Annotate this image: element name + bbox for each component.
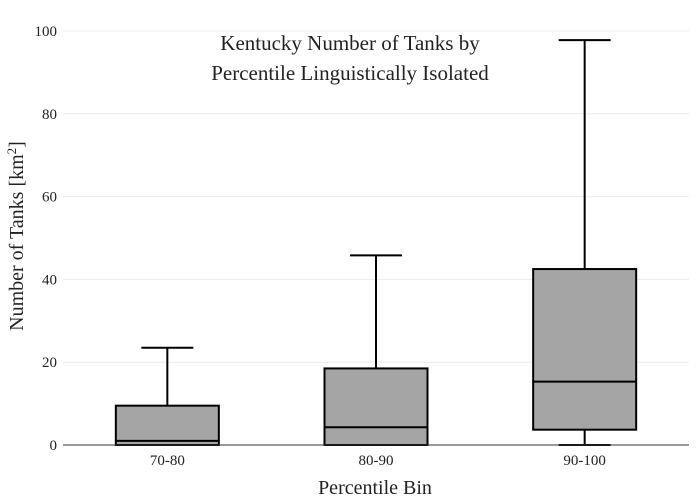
y-tick-label: 80 — [42, 107, 57, 123]
x-tick-label: 90-100 — [563, 453, 606, 469]
y-axis-title-end: ] — [6, 141, 28, 148]
y-axis-title-superscript: 2 — [4, 148, 19, 155]
chart-title-line-2: Percentile Linguistically Isolated — [211, 61, 489, 85]
y-tick-label: 100 — [35, 24, 58, 40]
x-axis-ticks: 70-80 80-90 90-100 — [150, 453, 606, 469]
y-tick-label: 20 — [42, 355, 57, 371]
y-axis-title: Number of Tanks [km2] — [4, 141, 28, 331]
chart-title-line-1: Kentucky Number of Tanks by — [220, 31, 480, 55]
y-axis-ticks: 0 20 40 60 80 100 — [35, 24, 58, 454]
x-tick-label: 80-90 — [359, 453, 394, 469]
box-90-100 — [532, 39, 638, 446]
y-tick-label: 40 — [42, 272, 57, 288]
iqr-box — [114, 404, 220, 447]
box-80-90 — [323, 254, 429, 446]
iqr-box — [323, 367, 429, 446]
x-tick-label: 70-80 — [150, 453, 185, 469]
box-70-80 — [114, 346, 220, 447]
iqr-box — [532, 268, 638, 431]
y-axis-title-main: Number of Tanks [km — [6, 154, 28, 331]
y-tick-label: 0 — [50, 438, 58, 454]
x-axis-title: Percentile Bin — [318, 477, 432, 499]
y-tick-label: 60 — [42, 190, 57, 206]
box-series — [114, 39, 638, 447]
